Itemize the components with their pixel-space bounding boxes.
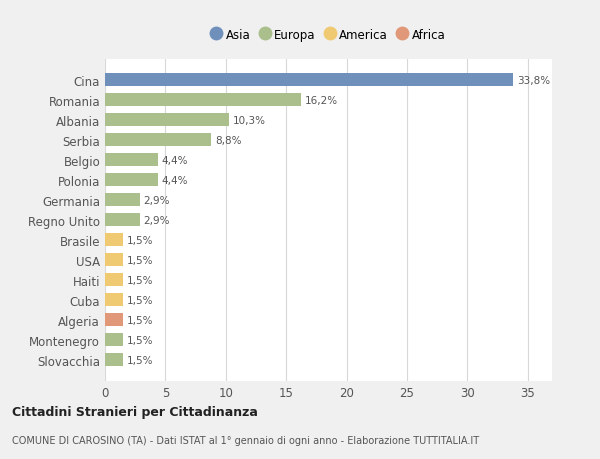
Bar <box>105 194 140 207</box>
Text: 16,2%: 16,2% <box>304 96 337 106</box>
Bar <box>105 94 301 107</box>
Bar <box>105 313 123 326</box>
Text: 2,9%: 2,9% <box>143 215 170 225</box>
Bar <box>105 274 123 286</box>
Text: 10,3%: 10,3% <box>233 116 266 126</box>
Bar <box>105 254 123 267</box>
Text: 2,9%: 2,9% <box>143 196 170 205</box>
Bar <box>105 353 123 366</box>
Text: 1,5%: 1,5% <box>127 295 153 305</box>
Text: 4,4%: 4,4% <box>162 156 188 166</box>
Bar <box>105 234 123 247</box>
Text: Cittadini Stranieri per Cittadinanza: Cittadini Stranieri per Cittadinanza <box>12 405 258 419</box>
Text: 1,5%: 1,5% <box>127 275 153 285</box>
Bar <box>105 134 211 147</box>
Bar <box>105 154 158 167</box>
Bar <box>105 214 140 227</box>
Text: 1,5%: 1,5% <box>127 315 153 325</box>
Bar <box>105 114 229 127</box>
Bar <box>105 294 123 307</box>
Bar <box>105 74 514 87</box>
Text: 8,8%: 8,8% <box>215 135 241 146</box>
Bar <box>105 334 123 347</box>
Text: 1,5%: 1,5% <box>127 335 153 345</box>
Text: 1,5%: 1,5% <box>127 355 153 365</box>
Bar <box>105 174 158 187</box>
Text: COMUNE DI CAROSINO (TA) - Dati ISTAT al 1° gennaio di ogni anno - Elaborazione T: COMUNE DI CAROSINO (TA) - Dati ISTAT al … <box>12 435 479 445</box>
Text: 33,8%: 33,8% <box>517 76 550 86</box>
Text: 1,5%: 1,5% <box>127 255 153 265</box>
Legend: Asia, Europa, America, Africa: Asia, Europa, America, Africa <box>207 24 450 46</box>
Text: 4,4%: 4,4% <box>162 175 188 185</box>
Text: 1,5%: 1,5% <box>127 235 153 245</box>
